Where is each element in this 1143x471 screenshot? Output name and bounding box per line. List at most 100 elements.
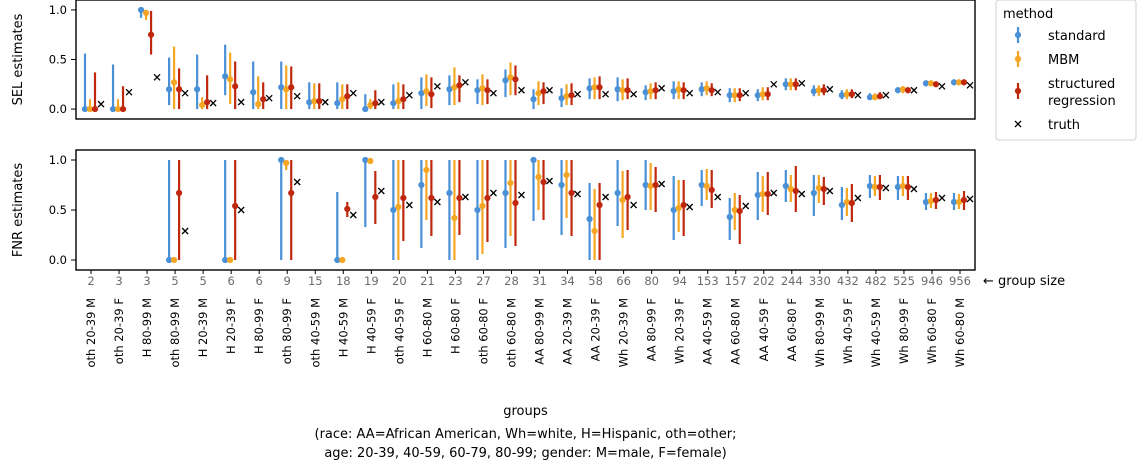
truth-marker [910, 86, 918, 94]
x-tick-label: oth 40-59 M [308, 298, 322, 367]
point-marker [932, 196, 940, 204]
point-marker [344, 93, 351, 100]
legend-marker-point [1014, 87, 1022, 95]
point-marker [474, 206, 481, 214]
point-marker [535, 173, 542, 181]
point-marker [568, 189, 575, 197]
group-size-label: 9 [284, 274, 291, 288]
truth-marker [826, 187, 834, 195]
truth-marker [433, 82, 441, 90]
point-marker [479, 85, 486, 92]
y-tick-label: 0.0 [49, 253, 67, 267]
x-tick-label: oth 60-80 M [504, 298, 518, 367]
group-size-label: 330 [809, 274, 831, 288]
truth-marker [770, 80, 778, 88]
point-marker [848, 199, 855, 207]
legend-marker-point [1014, 55, 1022, 63]
point-marker [843, 198, 850, 206]
point-marker [782, 81, 789, 88]
point-marker [815, 184, 822, 192]
point-marker [736, 92, 743, 99]
legend-marker-point [1014, 31, 1022, 39]
point-marker [675, 86, 682, 93]
truth-marker [686, 89, 694, 97]
plot-frame [75, 149, 976, 271]
point-marker [170, 256, 178, 264]
point-marker [754, 92, 761, 99]
point-marker [950, 198, 958, 206]
truth-marker [602, 193, 610, 201]
point-marker [670, 88, 677, 95]
point-marker [400, 194, 407, 202]
truth-marker [686, 203, 694, 211]
point-marker [316, 98, 323, 105]
legend-label: truth [1048, 118, 1080, 133]
point-marker [922, 80, 930, 87]
truth-marker [854, 91, 862, 99]
point-marker [418, 181, 425, 189]
x-tick-label: Wh 60-80 F [925, 298, 939, 364]
truth-marker [658, 180, 666, 188]
x-tick-label: H 40-59 M [336, 298, 350, 357]
group-size-label: 31 [532, 274, 547, 288]
truth-marker [714, 193, 722, 201]
point-marker [843, 91, 850, 98]
point-marker [558, 181, 565, 189]
point-marker [820, 185, 827, 193]
point-marker [866, 94, 874, 101]
point-marker [255, 101, 262, 108]
point-marker [792, 81, 799, 88]
truth-marker [798, 79, 806, 87]
truth-marker [714, 88, 722, 96]
point-marker [428, 194, 435, 202]
point-marker [899, 86, 907, 93]
x-tick-label: AA 80-99 F [645, 298, 659, 361]
point-marker [596, 201, 603, 209]
point-marker [278, 156, 285, 164]
group-size-label: 18 [336, 274, 351, 288]
point-marker [955, 79, 963, 86]
x-tick-label: AA 20-39 M [561, 298, 575, 365]
point-marker [614, 189, 621, 197]
group-size-label: 432 [837, 274, 859, 288]
truth-marker [826, 85, 834, 93]
point-marker [175, 86, 183, 93]
point-marker [502, 77, 509, 84]
truth-marker [574, 90, 582, 98]
point-marker [502, 189, 509, 197]
group-size-label: 3 [143, 274, 150, 288]
point-marker [288, 84, 295, 91]
truth-marker [377, 98, 385, 106]
point-marker [334, 256, 341, 264]
truth-marker [742, 202, 750, 210]
point-marker [698, 86, 705, 93]
point-marker [703, 182, 710, 190]
group-size-label: 5 [171, 274, 178, 288]
group-size-label: 3 [115, 274, 122, 288]
point-marker [362, 156, 369, 164]
point-marker [540, 88, 547, 95]
x-tick-label: AA 40-59 F [757, 298, 771, 361]
x-tick-label: H 80-99 F [252, 298, 266, 354]
x-tick-label: Wh 20-39 F [673, 298, 687, 364]
point-marker [675, 204, 682, 212]
point-marker [428, 91, 435, 98]
group-size-label: 157 [725, 274, 747, 288]
point-marker [960, 196, 968, 204]
y-tick-label: 0.5 [49, 203, 67, 217]
x-tick-label: Wh 40-59 M [869, 298, 883, 367]
point-marker [339, 256, 346, 264]
point-marker [731, 206, 738, 214]
point-marker [334, 100, 341, 107]
point-marker [367, 157, 374, 165]
legend-marker-truth [1014, 120, 1022, 128]
x-tick-label: H 20-39 F [224, 298, 238, 354]
point-marker [708, 186, 715, 194]
group-size-label: 6 [256, 274, 263, 288]
point-marker [222, 73, 229, 80]
point-marker [446, 189, 453, 197]
x-tick-label: AA 60-80 F [785, 298, 799, 361]
truth-marker [377, 187, 385, 195]
point-marker [563, 93, 570, 100]
